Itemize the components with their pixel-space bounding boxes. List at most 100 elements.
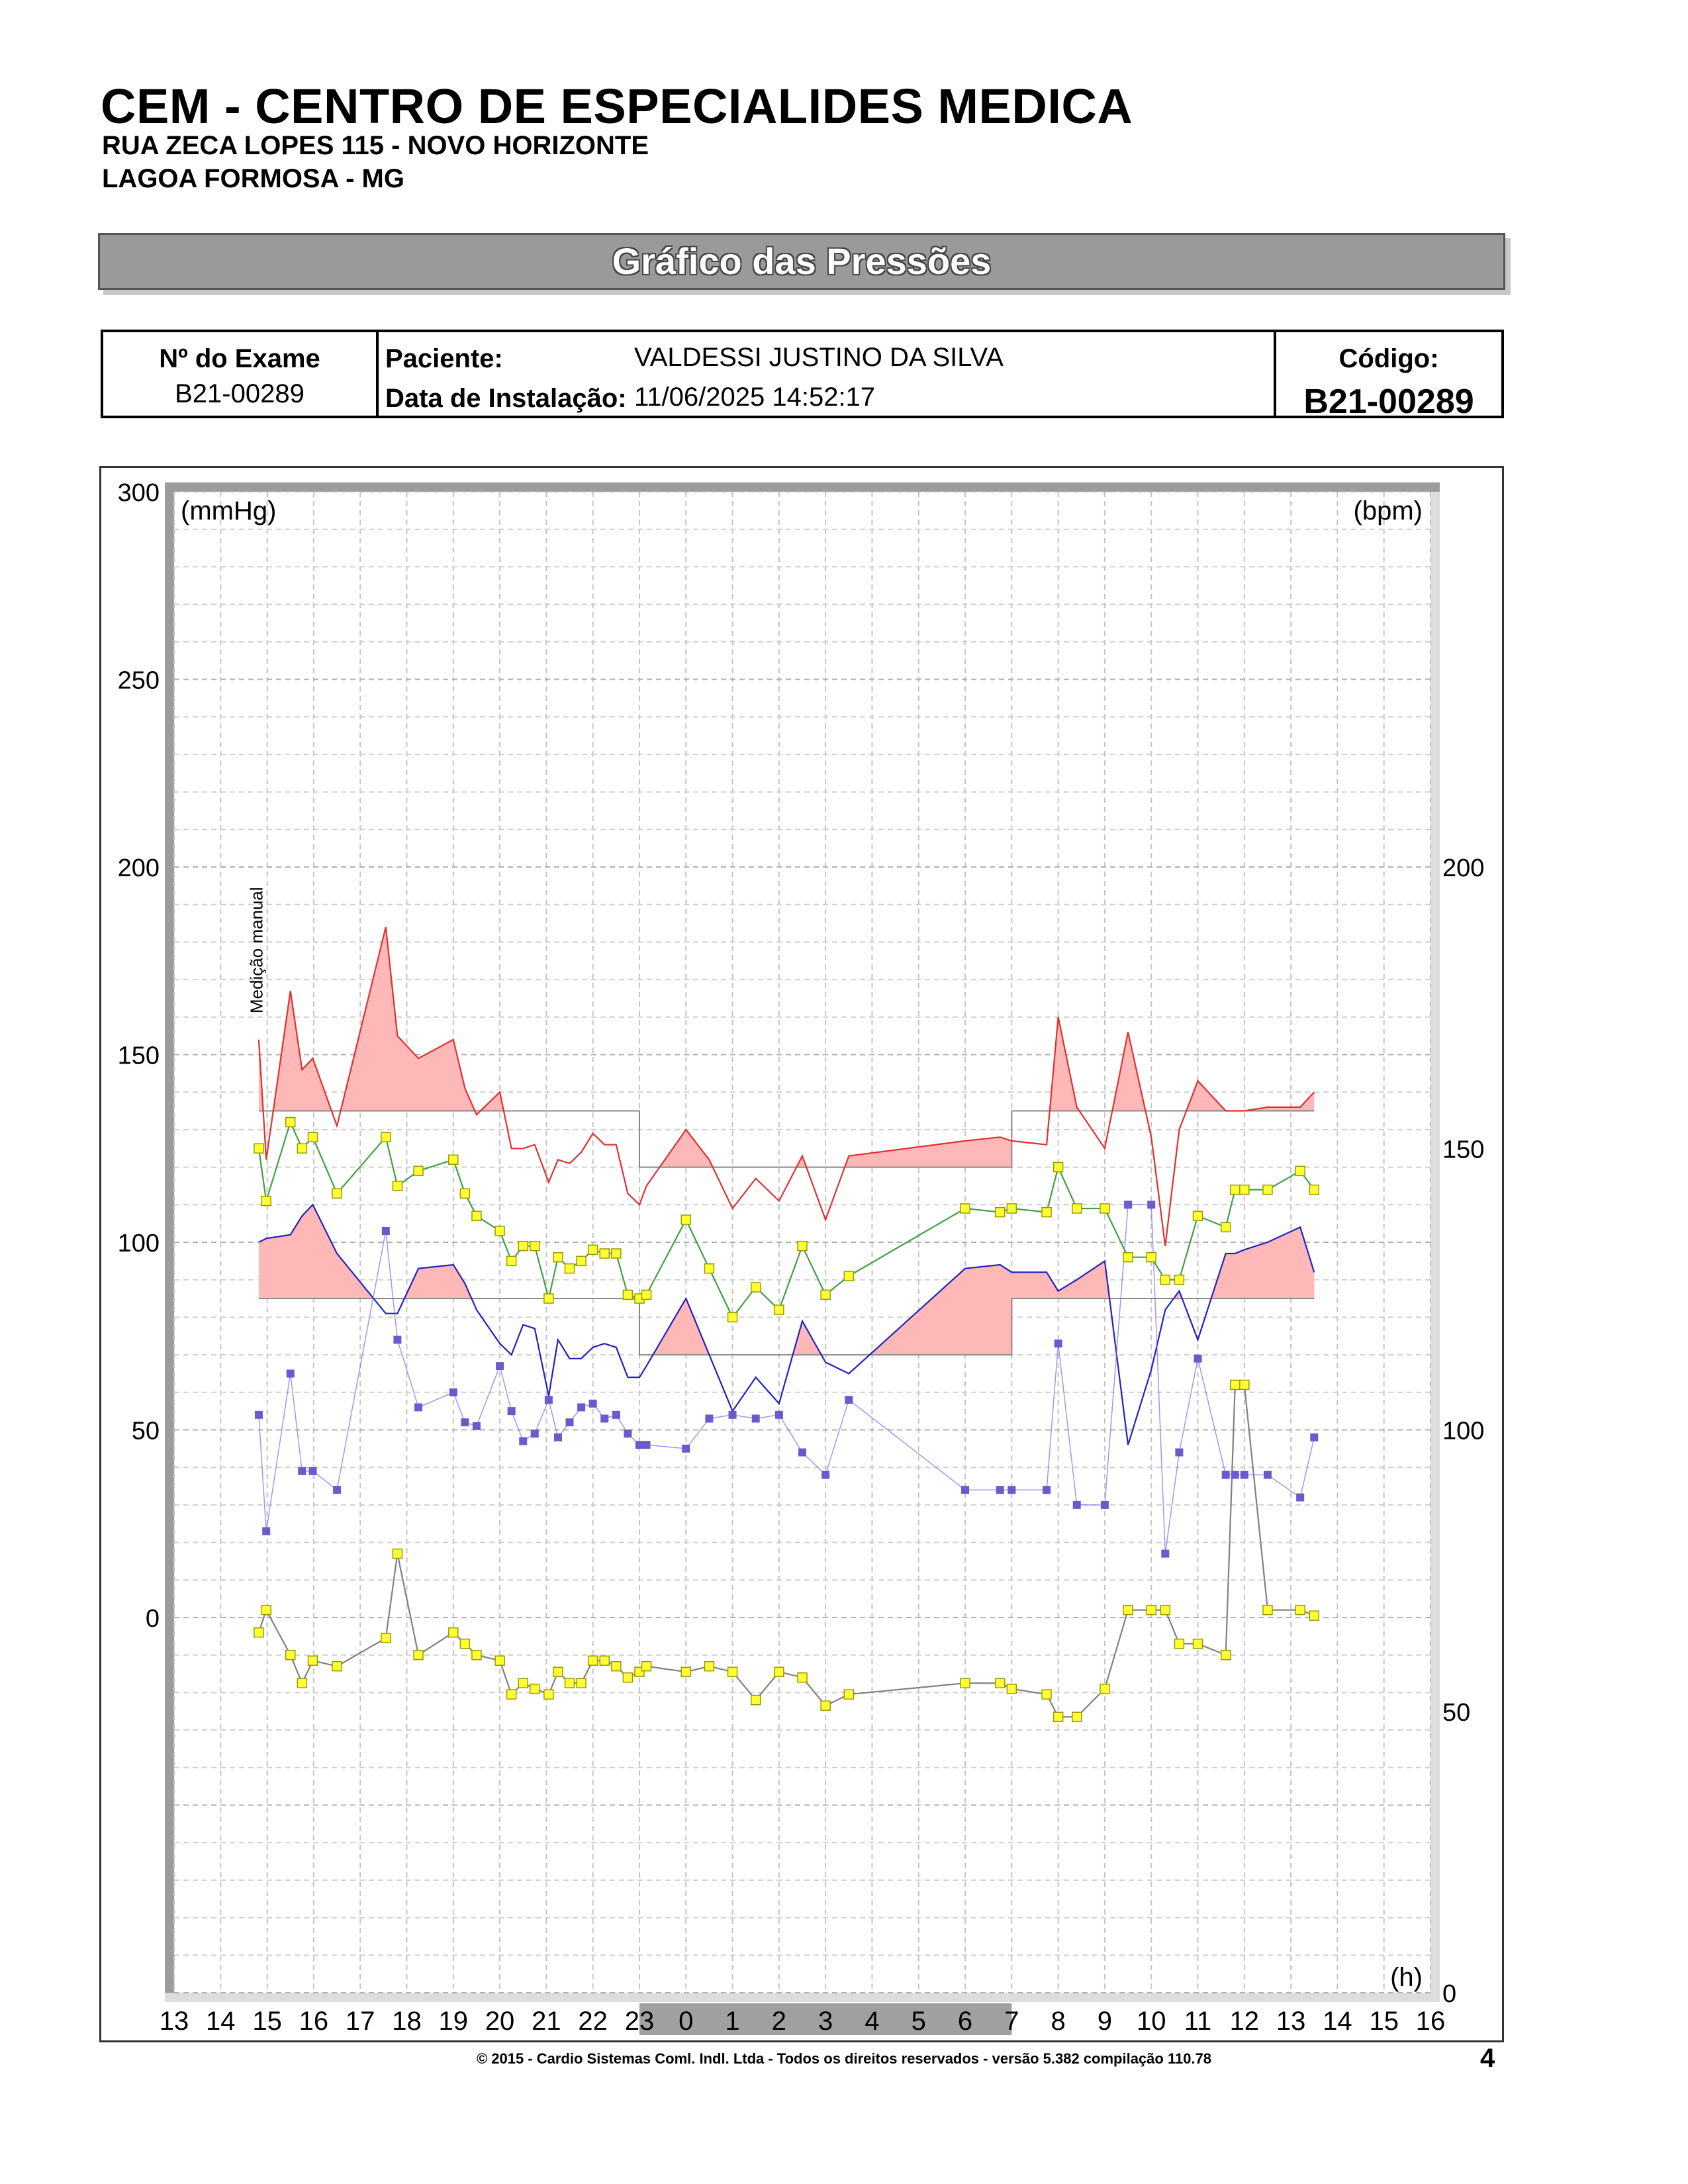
heart-rate-point	[392, 1548, 403, 1559]
exam-number-value: B21-00289	[175, 379, 305, 408]
heart-rate-point	[1123, 1604, 1133, 1615]
pulse-pressure-point	[1194, 1354, 1202, 1363]
pulse-pressure-series-line	[258, 1204, 1315, 1554]
mean-point	[1053, 1161, 1064, 1173]
heart-rate-point	[261, 1604, 271, 1615]
x-axis-tick: 23	[625, 2007, 655, 2036]
mean-point	[611, 1248, 622, 1259]
mean-point	[622, 1289, 633, 1300]
pulse-pressure-point	[774, 1410, 783, 1419]
left-axis-unit: (mmHg)	[181, 496, 276, 525]
pulse-pressure-point	[821, 1471, 830, 1479]
heart-rate-point	[1230, 1379, 1241, 1390]
left-axis-tick: 50	[132, 1418, 160, 1445]
pulse-pressure-point	[682, 1444, 690, 1453]
right-axis-tick: 50	[1442, 1699, 1470, 1727]
sleep-period-bar	[639, 2003, 1012, 2035]
x-axis-tick: 11	[1184, 2007, 1212, 2036]
x-axis-tick: 7	[1004, 2007, 1019, 2036]
heart-rate-point	[494, 1655, 505, 1666]
pulse-pressure-point	[530, 1430, 539, 1438]
x-axis-tick: 8	[1051, 2007, 1066, 2036]
pulse-pressure-point	[961, 1486, 970, 1494]
x-axis-tick: 5	[912, 2007, 926, 2036]
x-axis-tick: 12	[1230, 2007, 1260, 2036]
heart-rate-point	[297, 1678, 308, 1688]
heart-rate-point	[622, 1672, 633, 1683]
pulse-pressure-point	[728, 1410, 737, 1419]
left-axis-tick: 150	[118, 1042, 160, 1070]
pulse-pressure-point	[461, 1418, 469, 1427]
pulse-pressure-point	[553, 1433, 562, 1441]
heart-rate-point	[553, 1666, 563, 1677]
mean-point	[960, 1203, 970, 1214]
mean-point	[1174, 1274, 1185, 1285]
x-axis-tick: 18	[392, 2007, 422, 2036]
pulse-pressure-point	[1124, 1201, 1133, 1209]
heart-rate-point	[797, 1672, 808, 1683]
heart-rate-point	[1220, 1649, 1231, 1661]
heart-rate-point	[1160, 1604, 1171, 1615]
heart-rate-point	[307, 1655, 318, 1666]
pulse-pressure-point	[381, 1226, 390, 1235]
x-axis-tick: 22	[578, 2007, 608, 2036]
patient-cell: Paciente: VALDESSI JUSTINO DA SILVA Data…	[379, 332, 1276, 416]
mean-point	[459, 1188, 471, 1199]
mean-point	[1262, 1184, 1273, 1195]
left-axis-tick: 0	[146, 1605, 160, 1633]
mean-point	[471, 1210, 482, 1222]
systolic-threshold-line	[258, 1110, 1315, 1168]
mean-point	[1295, 1165, 1305, 1177]
x-axis-tick: 15	[252, 2007, 282, 2036]
mean-point	[530, 1240, 540, 1251]
mean-point	[995, 1206, 1006, 1218]
install-date-label: Data de Instalação:	[385, 384, 627, 413]
mean-point	[254, 1143, 264, 1154]
patient-info-table: Nº do Exame B21-00289 Paciente: VALDESSI…	[101, 330, 1504, 421]
mean-point	[543, 1293, 554, 1304]
right-axis-tick: 150	[1442, 1136, 1484, 1163]
mean-point	[1100, 1203, 1110, 1214]
pulse-pressure-point	[1008, 1486, 1016, 1494]
page-number: 4	[1480, 2044, 1495, 2073]
mean-point	[750, 1282, 761, 1293]
heart-rate-point	[381, 1633, 391, 1643]
left-axis-tick: 300	[118, 479, 160, 507]
heart-rate-point	[1262, 1604, 1273, 1615]
mean-point	[518, 1240, 528, 1251]
heart-rate-point	[1239, 1379, 1250, 1390]
manual-measurement-annotation: Medição manual	[247, 887, 267, 1013]
pulse-pressure-point	[588, 1399, 597, 1408]
right-axis-tick: 0	[1442, 1980, 1456, 2008]
pulse-pressure-point	[705, 1414, 714, 1423]
x-axis-tick: 1	[725, 2007, 739, 2036]
pulse-pressure-point	[449, 1388, 457, 1396]
mean-point	[1006, 1203, 1017, 1214]
heart-rate-point	[459, 1638, 471, 1649]
heart-rate-point	[1192, 1638, 1203, 1649]
heart-rate-point	[611, 1661, 622, 1672]
x-axis-tick: 4	[865, 2007, 879, 2036]
x-axis-tick: 21	[532, 2007, 561, 2036]
heart-rate-point	[1174, 1638, 1185, 1649]
chart-top-bevel	[165, 482, 1440, 492]
mean-point	[641, 1289, 652, 1300]
exam-number-cell: Nº do Exame B21-00289	[103, 332, 379, 416]
pulse-pressure-point	[642, 1441, 651, 1449]
pulse-pressure-point	[1043, 1486, 1051, 1494]
heart-rate-point	[1309, 1610, 1320, 1621]
mean-point	[1160, 1274, 1171, 1285]
heart-rate-point	[530, 1683, 540, 1694]
left-axis-tick: 200	[118, 854, 160, 882]
heart-rate-point	[413, 1649, 424, 1661]
heart-rate-point	[576, 1678, 586, 1688]
heart-rate-point	[727, 1666, 738, 1677]
pulse-pressure-point	[1147, 1201, 1156, 1209]
mean-point	[587, 1244, 598, 1255]
mean-point	[381, 1132, 391, 1142]
mean-point	[413, 1165, 424, 1177]
chart-right-bevel	[1430, 482, 1440, 2002]
mean-point	[392, 1181, 403, 1191]
mean-point	[1071, 1203, 1082, 1214]
pulse-pressure-point	[1296, 1493, 1305, 1502]
